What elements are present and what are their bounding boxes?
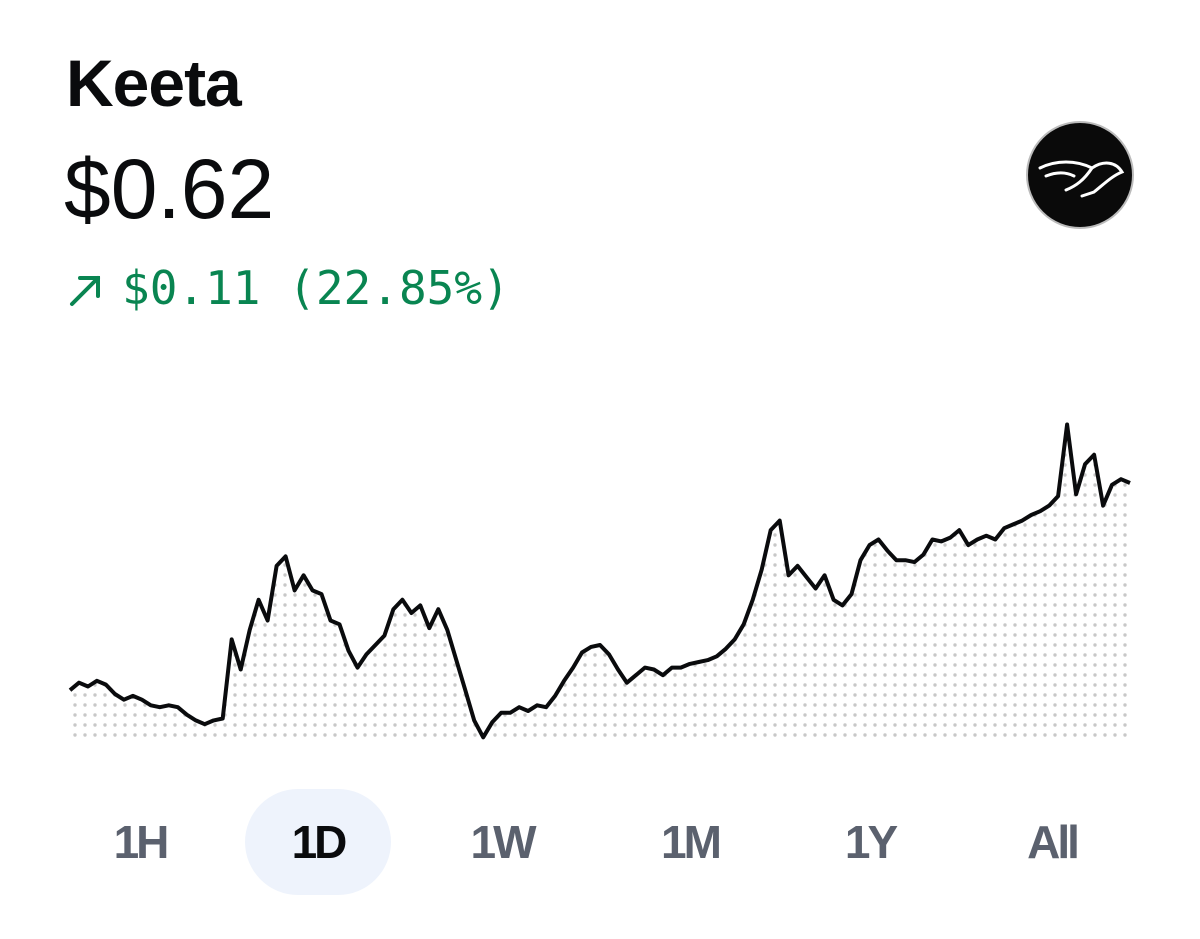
price-change: $0.11 (22.85%) [122, 261, 510, 315]
up-arrow-icon [70, 276, 100, 306]
price-line [68, 422, 1131, 740]
timeframe-tab[interactable]: 1H [114, 816, 171, 868]
area-fill [70, 424, 1130, 743]
asset-price: $0.62 [64, 142, 274, 236]
asset-logo [1026, 121, 1134, 229]
asset-name: Keeta [66, 46, 243, 120]
timeframe-tabs: 1H 1D 1W 1M 1Y All [114, 789, 1080, 895]
timeframe-tab[interactable]: 1W [471, 816, 541, 868]
price-chart [68, 422, 1131, 743]
timeframe-tab[interactable]: 1D [292, 816, 350, 868]
timeframe-tab[interactable]: All [1027, 816, 1080, 868]
timeframe-tab[interactable]: 1M [661, 816, 723, 868]
timeframe-tab[interactable]: 1Y [845, 816, 901, 868]
selected-tab-background [245, 789, 391, 895]
